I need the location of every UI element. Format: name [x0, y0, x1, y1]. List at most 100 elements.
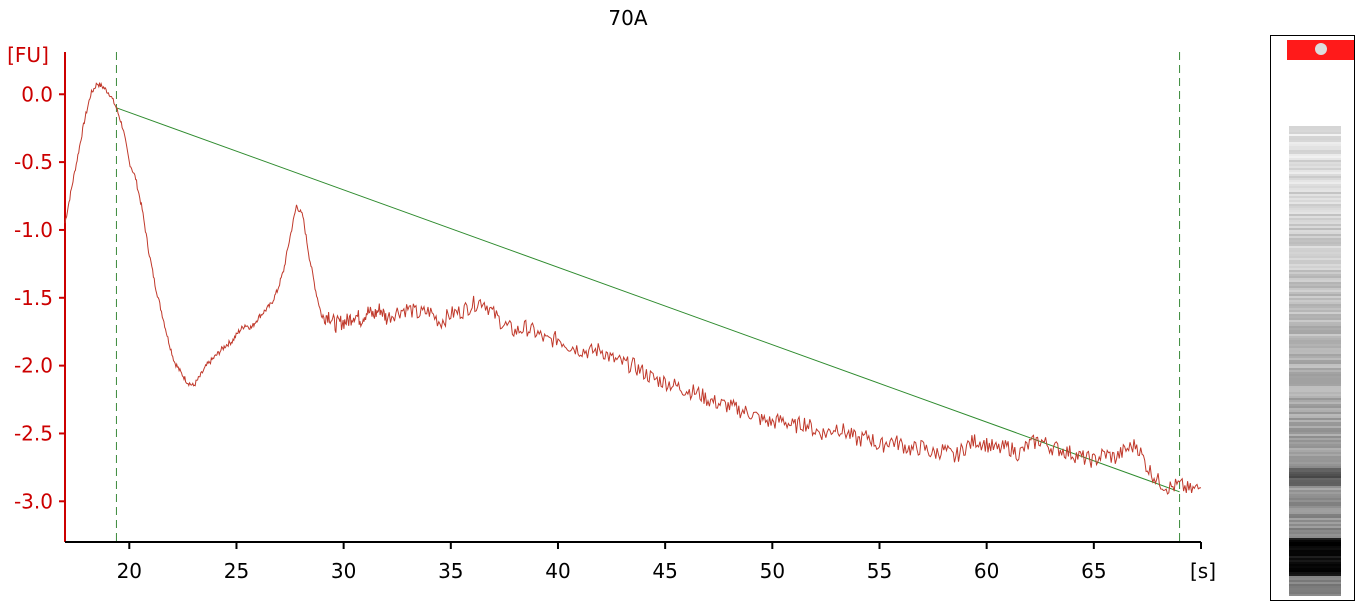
gel-lane-row [1289, 516, 1341, 518]
gel-lane-row [1289, 308, 1341, 310]
x-tick-label: 60 [974, 559, 999, 583]
gel-lane-row [1289, 162, 1341, 164]
gel-lane-row [1289, 196, 1341, 198]
gel-lane-row [1289, 180, 1341, 182]
gel-lane-row [1289, 490, 1341, 492]
gel-lane-row [1289, 548, 1341, 550]
gel-lane-row [1289, 420, 1341, 422]
gel-lane-row [1289, 590, 1341, 592]
gel-lane-row [1289, 446, 1341, 448]
gel-lane-row [1289, 126, 1341, 128]
gel-lane-row [1289, 484, 1341, 486]
gel-lane-row [1289, 260, 1341, 262]
baseline-line [116, 107, 1180, 493]
gel-lane-row [1289, 584, 1341, 586]
gel-lane-row [1289, 454, 1341, 456]
gel-lane-row [1289, 360, 1341, 362]
gel-lane-row [1289, 538, 1341, 540]
gel-lane-row [1289, 526, 1341, 528]
gel-lane-row [1289, 376, 1341, 378]
gel-lane-row [1289, 544, 1341, 546]
gel-lane-row [1289, 272, 1341, 274]
gel-lane-row [1289, 352, 1341, 354]
x-tick-label: 35 [438, 559, 463, 583]
gel-lane-row [1289, 240, 1341, 242]
gel-lane-row [1289, 202, 1341, 204]
gel-lane-row [1289, 566, 1341, 568]
gel-lane-row [1289, 238, 1341, 240]
gel-lane-row [1289, 380, 1341, 382]
x-tick-label: 20 [117, 559, 142, 583]
gel-lane-row [1289, 564, 1341, 566]
gel-lane-row [1289, 280, 1341, 282]
y-tick-label: -2.0 [14, 354, 53, 378]
gel-lane-row [1289, 452, 1341, 454]
x-axis-label: [s] [1190, 559, 1216, 583]
gel-lane-row [1289, 206, 1341, 208]
gel-lane-row [1289, 438, 1341, 440]
gel-lane-row [1289, 382, 1341, 384]
gel-lane-row [1289, 556, 1341, 558]
gel-lane-row [1289, 150, 1341, 152]
gel-lane-row [1289, 310, 1341, 312]
gel-lane-row [1289, 190, 1341, 192]
gel-lane-row [1289, 542, 1341, 544]
gel-lane-row [1289, 322, 1341, 324]
gel-lane-row [1289, 398, 1341, 400]
gel-lane-row [1289, 332, 1341, 334]
gel-lane-row [1289, 346, 1341, 348]
gel-lane-row [1289, 354, 1341, 356]
gel-lane-row [1289, 554, 1341, 556]
gel-lane-row [1289, 374, 1341, 376]
gel-lane-row [1289, 224, 1341, 226]
gel-lane-row [1289, 430, 1341, 432]
gel-lane-row [1289, 232, 1341, 234]
gel-lane-row [1289, 372, 1341, 374]
gel-lane-row [1289, 292, 1341, 294]
gel-lane-row [1289, 506, 1341, 508]
gel-lane-row [1289, 306, 1341, 308]
gel-lane-row [1289, 134, 1341, 136]
gel-marker-band [1287, 40, 1354, 60]
gel-lane-row [1289, 276, 1341, 278]
gel-lane-row [1289, 144, 1341, 146]
gel-lane-row [1289, 336, 1341, 338]
gel-lane-row [1289, 188, 1341, 190]
gel-lane-row [1289, 226, 1341, 228]
gel-lane-row [1289, 498, 1341, 500]
gel-lane-row [1289, 378, 1341, 380]
gel-lane-row [1289, 340, 1341, 342]
gel-lane-row [1289, 482, 1341, 484]
gel-lane-row [1289, 136, 1341, 138]
gel-lane-row [1289, 428, 1341, 430]
gel-lane-row [1289, 414, 1341, 416]
gel-lane-row [1289, 176, 1341, 178]
gel-lane-row [1289, 472, 1341, 474]
gel-lane-row [1289, 486, 1341, 488]
x-tick-label: 65 [1081, 559, 1106, 583]
gel-lane-row [1289, 200, 1341, 202]
gel-lane-row [1289, 530, 1341, 532]
gel-lane-row [1289, 476, 1341, 478]
gel-lane-row [1289, 546, 1341, 548]
gel-lane-row [1289, 296, 1341, 298]
gel-lane-row [1289, 302, 1341, 304]
gel-lane-row [1289, 408, 1341, 410]
gel-lane-row [1289, 166, 1341, 168]
gel-lane-row [1289, 492, 1341, 494]
gel-lane-row [1289, 258, 1341, 260]
gel-lane-row [1289, 358, 1341, 360]
gel-lane-row [1289, 330, 1341, 332]
gel-lane-row [1289, 182, 1341, 184]
gel-lane-row [1289, 434, 1341, 436]
gel-lane-row [1289, 178, 1341, 180]
gel-lane-row [1289, 522, 1341, 524]
gel-lane-row [1289, 532, 1341, 534]
gel-lane-row [1289, 558, 1341, 560]
gel-lane-row [1289, 248, 1341, 250]
gel-lane-row [1289, 520, 1341, 522]
gel-lane-row [1289, 246, 1341, 248]
gel-lane-row [1289, 594, 1341, 596]
y-tick-label: -0.5 [14, 150, 53, 174]
gel-lane-row [1289, 344, 1341, 346]
